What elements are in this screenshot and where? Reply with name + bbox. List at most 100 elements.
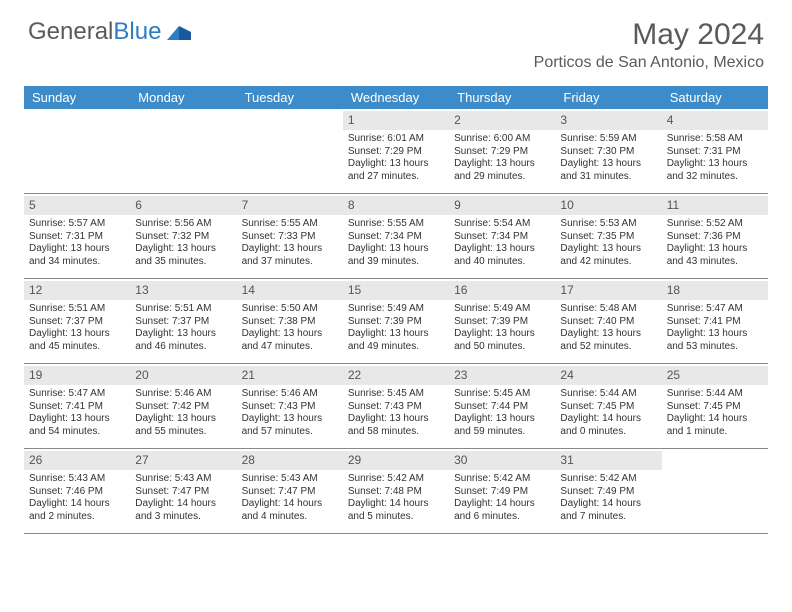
- day-detail: Sunrise: 5:47 AMSunset: 7:41 PMDaylight:…: [28, 388, 126, 438]
- sunrise-text: Sunrise: 5:42 AM: [348, 473, 444, 486]
- daylight-text: Daylight: 13 hours and 35 minutes.: [135, 243, 231, 268]
- day-header: Sunday: [24, 86, 130, 109]
- day-detail: Sunrise: 5:55 AMSunset: 7:33 PMDaylight:…: [241, 218, 339, 268]
- sunset-text: Sunset: 7:47 PM: [135, 486, 231, 499]
- sunset-text: Sunset: 7:30 PM: [560, 146, 656, 159]
- day-number: 25: [662, 366, 768, 385]
- sunset-text: Sunset: 7:46 PM: [29, 486, 125, 499]
- day-detail: Sunrise: 5:45 AMSunset: 7:44 PMDaylight:…: [453, 388, 551, 438]
- daylight-text: Daylight: 13 hours and 59 minutes.: [454, 413, 550, 438]
- day-detail: Sunrise: 5:51 AMSunset: 7:37 PMDaylight:…: [28, 303, 126, 353]
- day-header: Saturday: [662, 86, 768, 109]
- day-detail: Sunrise: 5:46 AMSunset: 7:43 PMDaylight:…: [241, 388, 339, 438]
- day-header: Tuesday: [237, 86, 343, 109]
- day-cell: 19 Sunrise: 5:47 AMSunset: 7:41 PMDayligh…: [24, 364, 130, 448]
- sunset-text: Sunset: 7:43 PM: [348, 401, 444, 414]
- day-number: 26: [24, 451, 130, 470]
- day-cell: 8Sunrise: 5:55 AMSunset: 7:34 PMDaylight…: [343, 194, 449, 278]
- sunset-text: Sunset: 7:49 PM: [454, 486, 550, 499]
- day-number: 19: [24, 366, 130, 385]
- daylight-text: Daylight: 13 hours and 52 minutes.: [560, 328, 656, 353]
- calendar: SundayMondayTuesdayWednesdayThursdayFrid…: [24, 86, 768, 534]
- day-detail: Sunrise: 5:59 AMSunset: 7:30 PMDaylight:…: [559, 133, 657, 183]
- day-header: Friday: [555, 86, 661, 109]
- daylight-text: Daylight: 14 hours and 3 minutes.: [135, 498, 231, 523]
- month-title: May 2024: [534, 18, 764, 52]
- day-cell: 7 Sunrise: 5:55 AMSunset: 7:33 PMDaylight…: [237, 194, 343, 278]
- sunrise-text: Sunrise: 5:48 AM: [560, 303, 656, 316]
- day-header: Monday: [130, 86, 236, 109]
- location: Porticos de San Antonio, Mexico: [534, 54, 764, 72]
- day-number: 29: [343, 451, 449, 470]
- day-number: 13: [130, 281, 236, 300]
- sunset-text: Sunset: 7:40 PM: [560, 316, 656, 329]
- sunset-text: Sunset: 7:35 PM: [560, 231, 656, 244]
- day-number: 4: [662, 111, 768, 130]
- day-header: Wednesday: [343, 86, 449, 109]
- day-number: 10: [555, 196, 661, 215]
- day-cell: 15 Sunrise: 5:49 AMSunset: 7:39 PMDayligh…: [343, 279, 449, 363]
- sunset-text: Sunset: 7:39 PM: [348, 316, 444, 329]
- header: GeneralBlue May 2024 Porticos de San Ant…: [0, 0, 792, 80]
- sunrise-text: Sunrise: 5:49 AM: [454, 303, 550, 316]
- day-cell: [130, 109, 236, 193]
- day-cell: 18Sunrise: 5:47 AMSunset: 7:41 PMDayligh…: [662, 279, 768, 363]
- sunrise-text: Sunrise: 5:53 AM: [560, 218, 656, 231]
- sunrise-text: Sunrise: 5:46 AM: [242, 388, 338, 401]
- daylight-text: Daylight: 13 hours and 50 minutes.: [454, 328, 550, 353]
- day-number: 11: [662, 196, 768, 215]
- day-cell: 16Sunrise: 5:49 AMSunset: 7:39 PMDayligh…: [449, 279, 555, 363]
- day-header: Thursday: [449, 86, 555, 109]
- sunset-text: Sunset: 7:36 PM: [667, 231, 763, 244]
- daylight-text: Daylight: 14 hours and 2 minutes.: [29, 498, 125, 523]
- day-detail: Sunrise: 5:56 AMSunset: 7:32 PMDaylight:…: [134, 218, 232, 268]
- day-detail: Sunrise: 5:42 AMSunset: 7:48 PMDaylight:…: [347, 473, 445, 523]
- sunset-text: Sunset: 7:38 PM: [242, 316, 338, 329]
- daylight-text: Daylight: 13 hours and 39 minutes.: [348, 243, 444, 268]
- week-row: 1Sunrise: 6:01 AMSunset: 7:29 PMDaylight…: [24, 109, 768, 194]
- daylight-text: Daylight: 13 hours and 45 minutes.: [29, 328, 125, 353]
- day-detail: Sunrise: 5:46 AMSunset: 7:42 PMDaylight:…: [134, 388, 232, 438]
- sunrise-text: Sunrise: 5:44 AM: [560, 388, 656, 401]
- daylight-text: Daylight: 13 hours and 40 minutes.: [454, 243, 550, 268]
- day-number: 22: [343, 366, 449, 385]
- day-cell: 25Sunrise: 5:44 AMSunset: 7:45 PMDayligh…: [662, 364, 768, 448]
- day-detail: Sunrise: 5:49 AMSunset: 7:39 PMDaylight:…: [347, 303, 445, 353]
- sunset-text: Sunset: 7:48 PM: [348, 486, 444, 499]
- daylight-text: Daylight: 13 hours and 42 minutes.: [560, 243, 656, 268]
- sunset-text: Sunset: 7:33 PM: [242, 231, 338, 244]
- day-number: 27: [130, 451, 236, 470]
- sunrise-text: Sunrise: 6:00 AM: [454, 133, 550, 146]
- day-detail: Sunrise: 5:43 AMSunset: 7:47 PMDaylight:…: [241, 473, 339, 523]
- logo-text-2: Blue: [113, 18, 161, 46]
- sunset-text: Sunset: 7:31 PM: [29, 231, 125, 244]
- day-detail: Sunrise: 5:49 AMSunset: 7:39 PMDaylight:…: [453, 303, 551, 353]
- sunrise-text: Sunrise: 5:42 AM: [560, 473, 656, 486]
- day-cell: 27 Sunrise: 5:43 AMSunset: 7:47 PMDayligh…: [130, 449, 236, 533]
- day-number: 17: [555, 281, 661, 300]
- sunrise-text: Sunrise: 5:59 AM: [560, 133, 656, 146]
- daylight-text: Daylight: 13 hours and 27 minutes.: [348, 158, 444, 183]
- day-number: 15: [343, 281, 449, 300]
- day-number: 30: [449, 451, 555, 470]
- day-number: 18: [662, 281, 768, 300]
- sunrise-text: Sunrise: 5:47 AM: [667, 303, 763, 316]
- sunrise-text: Sunrise: 5:45 AM: [348, 388, 444, 401]
- day-number: 7: [237, 196, 343, 215]
- sunset-text: Sunset: 7:34 PM: [348, 231, 444, 244]
- daylight-text: Daylight: 14 hours and 4 minutes.: [242, 498, 338, 523]
- day-detail: Sunrise: 6:01 AMSunset: 7:29 PMDaylight:…: [347, 133, 445, 183]
- day-cell: 21 Sunrise: 5:46 AMSunset: 7:43 PMDayligh…: [237, 364, 343, 448]
- week-row: 26Sunrise: 5:43 AMSunset: 7:46 PMDayligh…: [24, 449, 768, 534]
- daylight-text: Daylight: 13 hours and 47 minutes.: [242, 328, 338, 353]
- day-cell: 4Sunrise: 5:58 AMSunset: 7:31 PMDaylight…: [662, 109, 768, 193]
- daylight-text: Daylight: 13 hours and 43 minutes.: [667, 243, 763, 268]
- day-number: 2: [449, 111, 555, 130]
- day-detail: Sunrise: 5:51 AMSunset: 7:37 PMDaylight:…: [134, 303, 232, 353]
- day-number: 21: [237, 366, 343, 385]
- day-number: 6: [130, 196, 236, 215]
- day-detail: Sunrise: 5:43 AMSunset: 7:47 PMDaylight:…: [134, 473, 232, 523]
- day-cell: 20Sunrise: 5:46 AMSunset: 7:42 PMDayligh…: [130, 364, 236, 448]
- day-detail: Sunrise: 5:57 AMSunset: 7:31 PMDaylight:…: [28, 218, 126, 268]
- sunrise-text: Sunrise: 6:01 AM: [348, 133, 444, 146]
